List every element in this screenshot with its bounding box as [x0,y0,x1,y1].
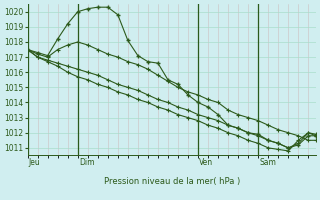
X-axis label: Pression niveau de la mer( hPa ): Pression niveau de la mer( hPa ) [104,177,240,186]
Text: Dim: Dim [79,158,94,167]
Text: Ven: Ven [199,158,213,167]
Text: Jeu: Jeu [29,158,41,167]
Text: Sam: Sam [260,158,276,167]
